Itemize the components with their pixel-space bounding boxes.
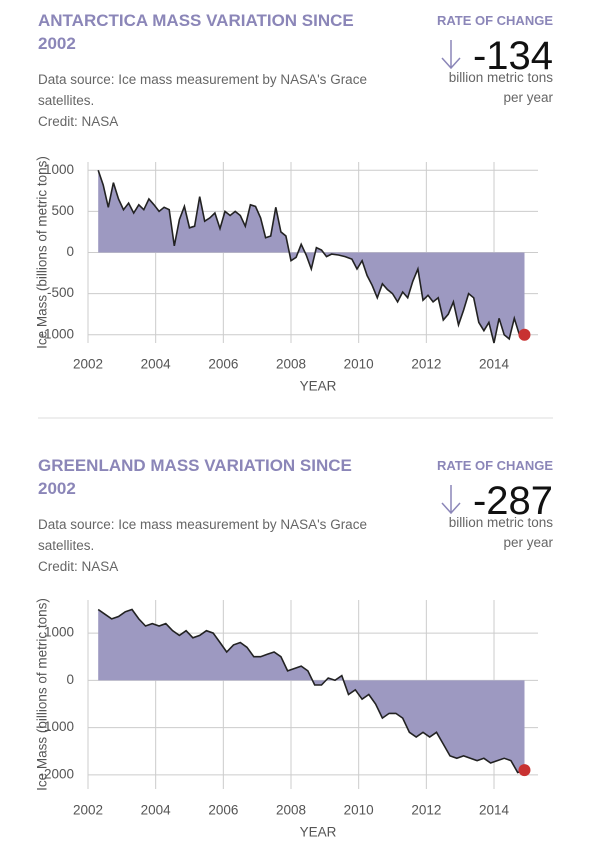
rate-value: -134 bbox=[472, 34, 553, 78]
rate-unit: billion metric tons per year bbox=[448, 70, 553, 105]
y-tick-label: 1000 bbox=[44, 162, 74, 177]
x-tick-label: 2010 bbox=[344, 803, 374, 818]
x-axis-label: YEAR bbox=[300, 379, 337, 394]
chart-title: GREENLAND MASS VARIATION SINCE 2002 bbox=[38, 456, 352, 498]
area bbox=[98, 170, 525, 343]
y-tick-label: 0 bbox=[66, 672, 74, 687]
data-source: Data source: Ice mass measurement by NAS… bbox=[38, 517, 367, 553]
x-tick-label: 2014 bbox=[479, 357, 510, 372]
latest-point bbox=[518, 764, 531, 777]
y-axis-label: Ice Mass (billions of metric tons) bbox=[35, 598, 50, 791]
rate-value: -287 bbox=[472, 479, 553, 523]
x-tick-label: 2008 bbox=[276, 357, 306, 372]
line bbox=[97, 608, 525, 774]
x-axis-label: YEAR bbox=[300, 825, 337, 840]
x-tick-label: 2006 bbox=[208, 357, 238, 372]
rate-unit: billion metric tons per year bbox=[448, 515, 553, 550]
x-tick-label: 2002 bbox=[73, 357, 103, 372]
line bbox=[97, 169, 525, 344]
x-tick-label: 2008 bbox=[276, 803, 306, 818]
y-tick-label: -500 bbox=[47, 285, 74, 300]
y-tick-label: 0 bbox=[66, 244, 74, 259]
y-tick-label: -2000 bbox=[39, 766, 74, 781]
x-tick-label: 2004 bbox=[141, 803, 172, 818]
x-tick-label: 2004 bbox=[141, 357, 172, 372]
credit: Credit: NASA bbox=[38, 114, 119, 129]
credit: Credit: NASA bbox=[38, 559, 119, 574]
x-tick-label: 2014 bbox=[479, 803, 510, 818]
data-source: Data source: Ice mass measurement by NAS… bbox=[38, 72, 367, 108]
rate-label: RATE OF CHANGE bbox=[436, 458, 553, 473]
y-tick-label: 500 bbox=[51, 203, 74, 218]
chart-title: ANTARCTICA MASS VARIATION SINCE 2002 bbox=[38, 11, 354, 53]
x-tick-label: 2002 bbox=[73, 803, 103, 818]
rate-label: RATE OF CHANGE bbox=[436, 13, 553, 28]
y-axis-label: Ice Mass (billions of metric tons) bbox=[35, 156, 50, 349]
y-tick-label: -1000 bbox=[39, 326, 74, 341]
area bbox=[98, 609, 525, 773]
x-tick-label: 2012 bbox=[411, 803, 441, 818]
arrow-icon bbox=[441, 40, 461, 515]
x-tick-label: 2010 bbox=[344, 357, 374, 372]
y-tick-label: -1000 bbox=[39, 719, 74, 734]
latest-point bbox=[518, 328, 531, 341]
x-tick-label: 2006 bbox=[208, 803, 238, 818]
x-tick-label: 2012 bbox=[411, 357, 441, 372]
y-tick-label: 1000 bbox=[44, 625, 74, 640]
